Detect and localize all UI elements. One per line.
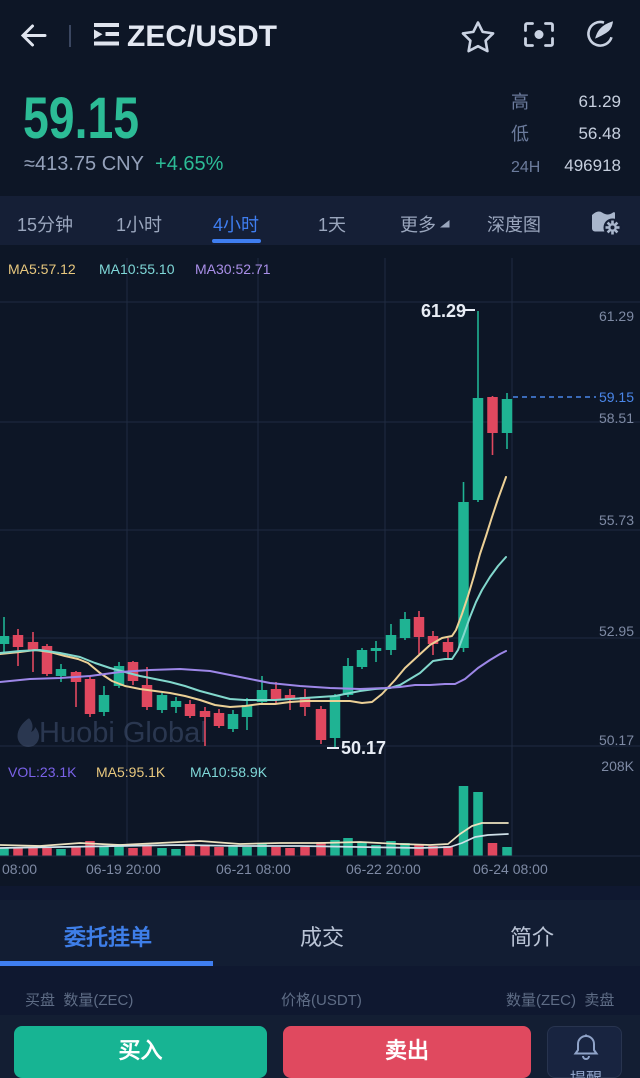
svg-text:MA10:55.10: MA10:55.10 [99,261,175,277]
svg-text:61.29: 61.29 [599,308,634,324]
svg-text:MA30:52.71: MA30:52.71 [195,261,271,277]
svg-text:06-22 20:00: 06-22 20:00 [346,861,421,877]
svg-text:58.51: 58.51 [599,410,634,426]
svg-text:61.29: 61.29 [421,301,466,321]
svg-text:52.95: 52.95 [599,623,634,639]
svg-text:06-19 20:00: 06-19 20:00 [86,861,161,877]
svg-text:MA5:57.12: MA5:57.12 [8,261,76,277]
svg-text:59.15: 59.15 [599,389,634,405]
svg-text:50.17: 50.17 [341,738,386,758]
svg-text:MA5:95.1K: MA5:95.1K [96,764,166,780]
svg-text:ZEC/USDT: ZEC/USDT [127,20,277,53]
svg-text:06-24 08:00: 06-24 08:00 [473,861,548,877]
svg-text:08:00: 08:00 [2,861,37,877]
svg-text:Huobi Global: Huobi Global [39,717,207,749]
svg-text:MA10:58.9K: MA10:58.9K [190,764,268,780]
svg-text:VOL:23.1K: VOL:23.1K [8,764,77,780]
svg-text:55.73: 55.73 [599,512,634,528]
svg-text:50.17: 50.17 [599,732,634,748]
svg-text:06-21 08:00: 06-21 08:00 [216,861,291,877]
svg-text:208K: 208K [601,758,634,774]
